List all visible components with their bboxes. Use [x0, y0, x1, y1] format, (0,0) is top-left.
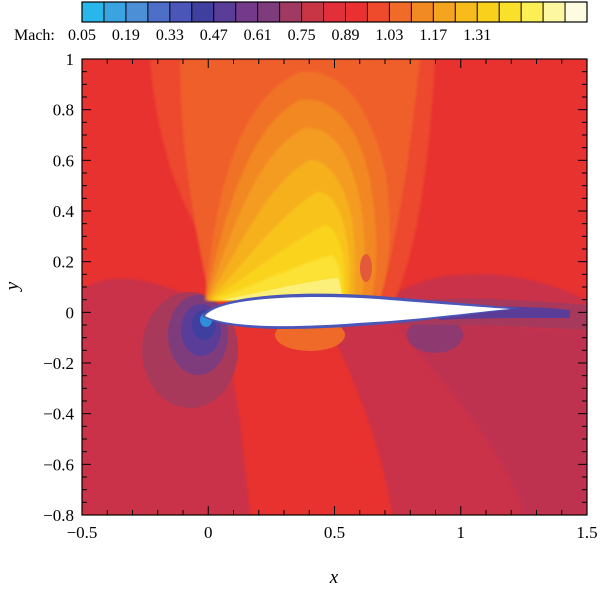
colorbar-swatch: [257, 2, 281, 22]
colorbar-frame: [81, 1, 588, 23]
colorbar-swatch: [499, 2, 522, 22]
y-tick-label: −0.2: [43, 354, 74, 373]
y-tick-label: −0.8: [43, 506, 74, 525]
x-tick-label: −0.5: [67, 523, 98, 542]
x-tick-label: 0: [204, 523, 213, 542]
x-axis-title: x: [329, 567, 339, 588]
axis-ticks: [81, 58, 588, 516]
y-tick-label: 0: [66, 303, 75, 322]
colorbar-swatch: [82, 2, 105, 22]
airfoil-body: [205, 297, 510, 327]
colorbar-tick-label: 0.33: [156, 27, 184, 44]
colorbar-swatch: [565, 2, 588, 22]
colorbar-tick-label: 1.03: [375, 27, 403, 44]
y-tick-label: 0.2: [53, 253, 74, 272]
y-tick-label: 0.6: [53, 151, 74, 170]
colorbar-label: Mach:: [14, 27, 55, 44]
y-tick-label: −0.6: [43, 455, 74, 474]
colorbar-swatch: [147, 2, 171, 22]
mach-contour-field: [82, 59, 587, 515]
colorbar-swatch: [279, 2, 303, 22]
colorbar-swatch: [345, 2, 368, 22]
colorbar-swatch: [169, 2, 193, 22]
colorbar-swatch: [301, 2, 325, 22]
x-tick-labels: −0.5 0 0.5 1 1.5: [67, 523, 598, 542]
x-tick-label: 0.5: [324, 523, 345, 542]
colorbar-tick-label: 0.61: [244, 27, 272, 44]
x-tick-label: 1.5: [576, 523, 597, 542]
colorbar-tick-label: 0.47: [200, 27, 228, 44]
colorbar-swatch: [433, 2, 456, 22]
colorbar-swatch: [455, 2, 478, 22]
colorbar-tick-label: 1.17: [419, 27, 447, 44]
colorbar-tick-label: 1.31: [463, 27, 491, 44]
colorbar-swatch: [477, 2, 500, 22]
y-tick-label: 0.4: [53, 202, 75, 221]
y-tick-label: 0.8: [53, 101, 74, 120]
colorbar-swatch: [235, 2, 259, 22]
colorbar-swatch: [125, 2, 149, 22]
colorbar-swatch: [103, 2, 127, 22]
y-axis-title: y: [2, 281, 23, 292]
colorbar-swatch: [389, 2, 412, 22]
colorbar-tick-label: 0.19: [112, 27, 140, 44]
colorbar-tick-label: 0.75: [288, 27, 316, 44]
colorbar-swatch: [543, 2, 566, 22]
colorbar: [81, 1, 588, 23]
lower-surface-patch: [407, 317, 463, 353]
colorbar-tick-label: 0.89: [331, 27, 359, 44]
colorbar-tick-label: 0.05: [68, 27, 96, 44]
colorbar-swatch: [367, 2, 390, 22]
y-tick-label: 1: [66, 50, 75, 69]
colorbar-swatch: [323, 2, 346, 22]
x-tick-label: 1: [457, 523, 466, 542]
y-tick-label: −0.4: [43, 405, 74, 424]
y-tick-labels: 1 0.8 0.6 0.4 0.2 0 −0.2 −0.4 −0.6 −0.8: [43, 50, 74, 525]
colorbar-swatch: [191, 2, 215, 22]
colorbar-swatch: [411, 2, 434, 22]
shock-spot: [360, 254, 372, 282]
lower-right-region-inner: [400, 320, 587, 515]
colorbar-swatch: [521, 2, 544, 22]
colorbar-tick-labels: 0.05 0.19 0.33 0.47 0.61 0.75 0.89 1.03 1.17 1.31: [68, 27, 491, 44]
colorbar-swatch: [213, 2, 237, 22]
